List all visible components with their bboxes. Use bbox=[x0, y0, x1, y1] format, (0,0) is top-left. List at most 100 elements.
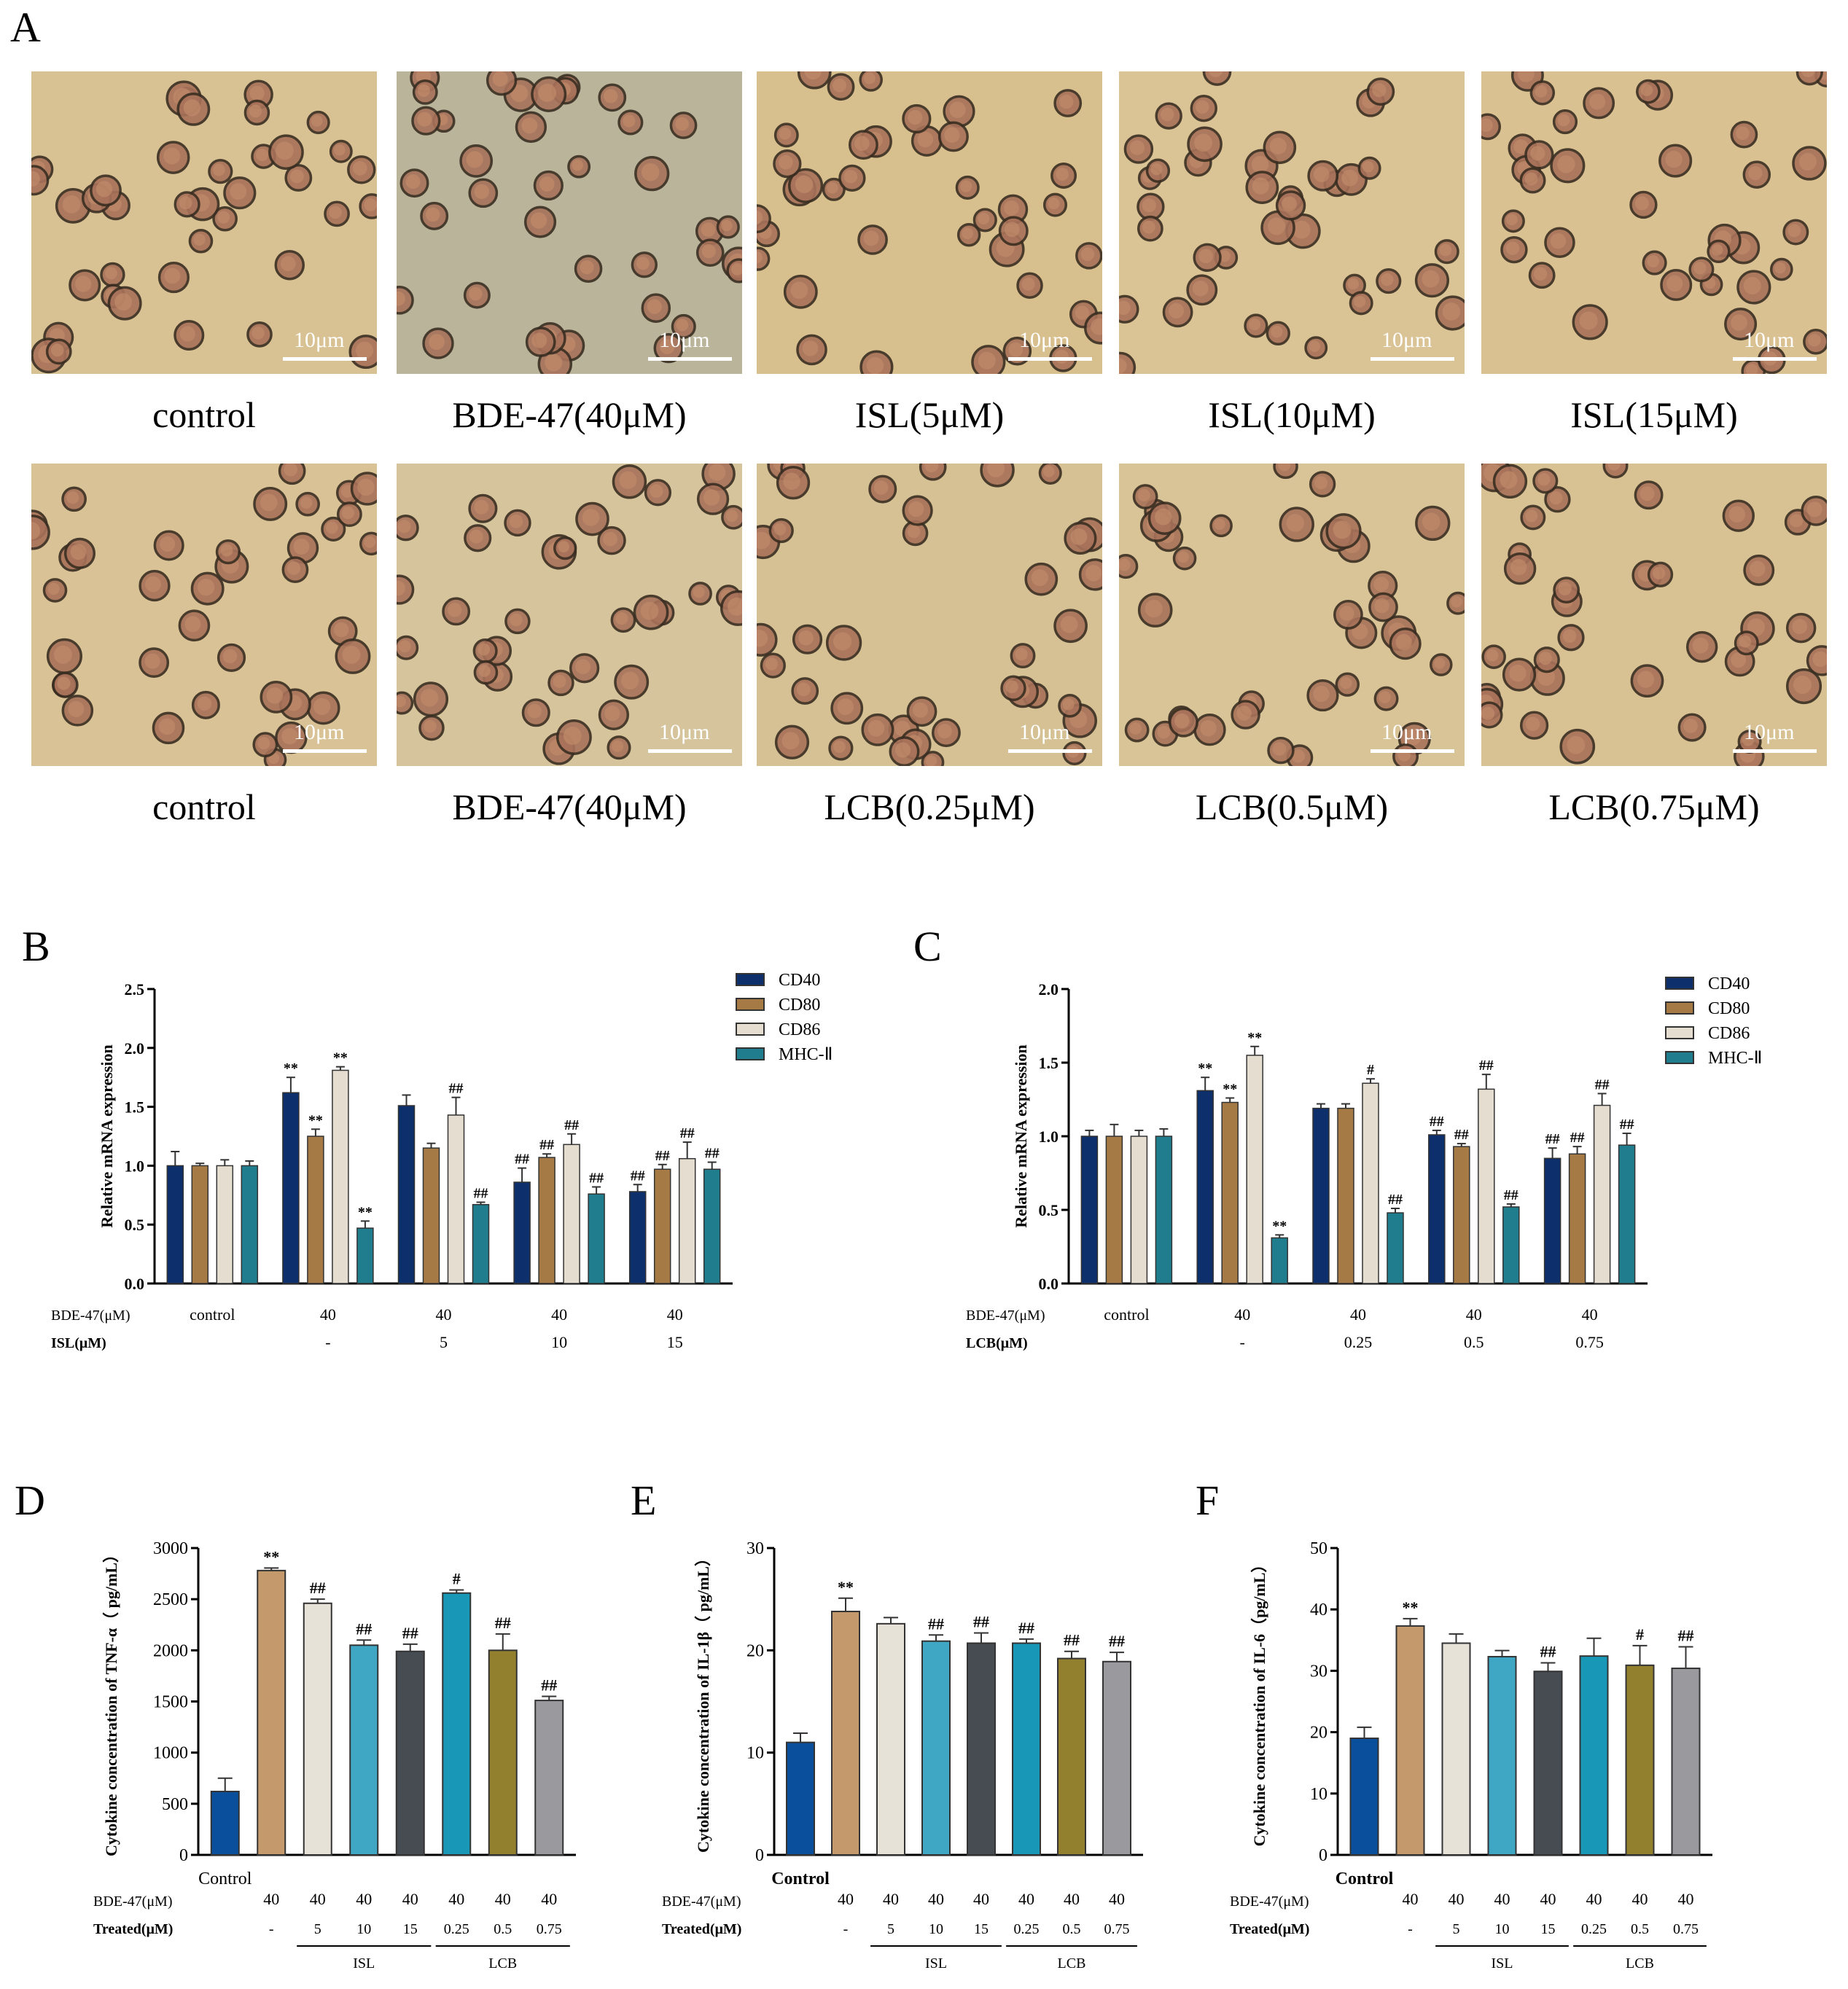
cell-nucleus bbox=[1666, 275, 1683, 292]
cell-nucleus bbox=[1422, 270, 1440, 288]
cell-nucleus bbox=[1070, 528, 1088, 545]
cell-nucleus bbox=[1157, 725, 1171, 739]
bar-cd40 bbox=[1428, 1134, 1446, 1284]
cell-nucleus bbox=[620, 671, 639, 690]
cell-nucleus bbox=[197, 696, 212, 711]
cell-nucleus bbox=[255, 148, 269, 162]
cell-nucleus bbox=[1801, 71, 1815, 78]
cell-nucleus bbox=[796, 682, 811, 697]
x-bde47-label: 40 bbox=[1632, 1890, 1648, 1908]
cell-nucleus bbox=[1208, 71, 1223, 77]
cell-nucleus bbox=[1060, 615, 1078, 633]
bar bbox=[967, 1642, 996, 1856]
bracket-label: LCB bbox=[1058, 1955, 1086, 1972]
cell-nucleus bbox=[558, 541, 570, 552]
x-treatment-label: 0.75 bbox=[537, 1921, 562, 1937]
x-bde47-label: 40 bbox=[356, 1890, 372, 1908]
cell-nucleus bbox=[1291, 749, 1306, 763]
cell-nucleus bbox=[1747, 618, 1766, 636]
panel-letter-c: C bbox=[913, 923, 942, 970]
micrograph-1-3: 10μm bbox=[757, 71, 1102, 374]
cell-nucleus bbox=[636, 257, 650, 270]
x-treatment-label: - bbox=[843, 1921, 849, 1937]
cell-nucleus bbox=[1537, 473, 1551, 486]
significance-mark: ** bbox=[358, 1204, 373, 1220]
cell-nucleus bbox=[1692, 637, 1709, 654]
y-tick-label: 0 bbox=[179, 1846, 188, 1865]
cell-nucleus bbox=[357, 478, 375, 496]
cell-nucleus bbox=[1513, 139, 1529, 155]
cell-nucleus bbox=[912, 702, 929, 718]
cell-nucleus bbox=[1749, 560, 1766, 577]
cell-nucleus bbox=[826, 182, 838, 194]
micrograph-label: BDE-47(40μM) bbox=[452, 394, 687, 435]
x-treatment-label: 15 bbox=[403, 1921, 418, 1937]
chart-f-il-6: 0 10 20 30 40 50 Cytokine concentration of IL-… bbox=[1230, 1539, 1712, 1972]
cell-nucleus bbox=[1218, 250, 1231, 262]
bar bbox=[1012, 1642, 1041, 1856]
micrograph-label: LCB(0.75μM) bbox=[1548, 786, 1760, 827]
scale-bar bbox=[1008, 749, 1092, 753]
cell-nucleus bbox=[1195, 100, 1209, 114]
cell-nucleus bbox=[333, 622, 349, 638]
significance-mark: ## bbox=[973, 1612, 989, 1630]
legend-label: CD86 bbox=[1708, 1024, 1750, 1043]
cell-nucleus bbox=[193, 233, 206, 246]
cell-nucleus bbox=[1683, 719, 1698, 733]
cell-nucleus bbox=[708, 464, 726, 481]
micrograph-cells bbox=[397, 464, 742, 765]
cell-nucleus bbox=[1652, 566, 1666, 580]
cell-nucleus bbox=[1282, 196, 1297, 212]
cell-nucleus bbox=[1792, 619, 1808, 635]
x-bde47-label: 40 bbox=[1109, 1890, 1125, 1908]
cell-nucleus bbox=[397, 695, 407, 708]
cell-nucleus bbox=[1056, 168, 1069, 181]
cell-nucleus bbox=[144, 653, 160, 669]
legend-label: CD80 bbox=[779, 996, 820, 1015]
x-bde47-label: 40 bbox=[838, 1890, 854, 1908]
cell-nucleus bbox=[675, 117, 689, 131]
x-treatment-label: 0.5 bbox=[1063, 1921, 1081, 1937]
x-treatment-label: 15 bbox=[974, 1921, 989, 1937]
cell-nucleus bbox=[1798, 152, 1817, 171]
micrograph-cells bbox=[397, 71, 742, 374]
cell-nucleus bbox=[1562, 629, 1577, 643]
legend-swatch bbox=[736, 998, 765, 1011]
cell-nucleus bbox=[1731, 314, 1747, 332]
bar-cd40 bbox=[282, 1092, 300, 1284]
legend-label: MHC-Ⅱ bbox=[1708, 1049, 1762, 1068]
cell-nucleus bbox=[405, 174, 421, 189]
x-treatment-label: 0.5 bbox=[494, 1921, 512, 1937]
x-control-label: Control bbox=[771, 1869, 830, 1888]
cell-nucleus bbox=[1058, 94, 1074, 109]
cell-nucleus bbox=[781, 732, 800, 750]
bar-cd80 bbox=[653, 1168, 671, 1284]
cell-nucleus bbox=[313, 697, 331, 716]
cell-nucleus bbox=[1481, 706, 1495, 721]
cell-nucleus bbox=[1549, 491, 1563, 505]
cell-nucleus bbox=[1486, 649, 1499, 662]
bar bbox=[1533, 1670, 1563, 1856]
cell-nucleus bbox=[1607, 464, 1621, 471]
cell-nucleus bbox=[1533, 267, 1548, 281]
cell-nucleus bbox=[1347, 278, 1359, 290]
y-tick-label: 2000 bbox=[153, 1641, 188, 1660]
significance-mark: ## bbox=[1620, 1117, 1634, 1133]
panel-letter-d: D bbox=[15, 1477, 45, 1524]
cell-nucleus bbox=[1665, 150, 1683, 168]
cell-nucleus bbox=[57, 676, 71, 690]
cell-nucleus bbox=[1812, 651, 1827, 668]
cell-nucleus bbox=[779, 155, 793, 170]
cell-nucleus bbox=[1269, 137, 1287, 155]
x-treatment-label: 5 bbox=[440, 1333, 448, 1351]
cell-nucleus bbox=[863, 72, 876, 85]
bar bbox=[786, 1741, 815, 1856]
cell-nucleus bbox=[311, 115, 323, 127]
x-group-label: 40 bbox=[320, 1305, 336, 1324]
cell-nucleus bbox=[1640, 84, 1653, 96]
bracket-label: ISL bbox=[925, 1955, 947, 1972]
cell-nucleus bbox=[873, 480, 889, 495]
x-bde47-label: 40 bbox=[1449, 1890, 1465, 1908]
cell-nucleus bbox=[604, 706, 620, 722]
bar bbox=[210, 1790, 240, 1856]
